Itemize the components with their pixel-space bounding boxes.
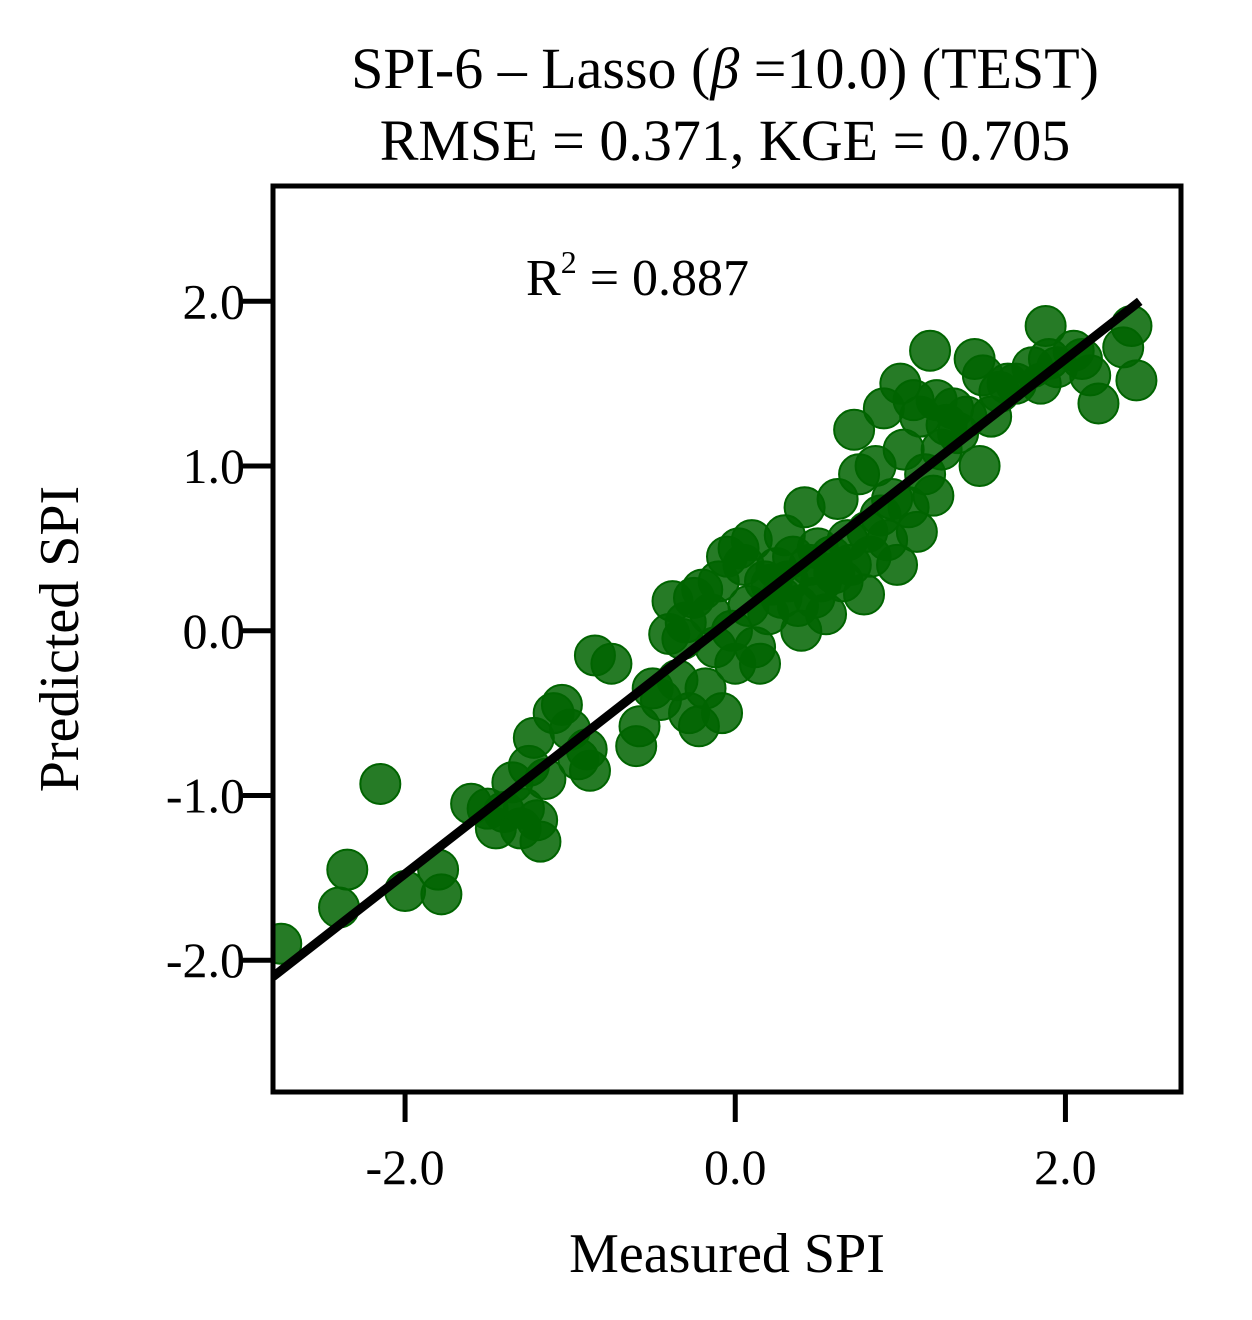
fit-line	[273, 297, 1143, 981]
x-axis-ticks: -2.0 0.0 2.0	[365, 1092, 1097, 1195]
y-tick-label: 0.0	[183, 603, 246, 659]
y-axis-ticks: -2.0 -1.0 0.0 1.0 2.0	[166, 273, 273, 988]
data-point	[420, 873, 463, 916]
title-prefix: SPI-6 – Lasso (	[351, 36, 710, 101]
title-suffix: =10.0) (TEST)	[739, 36, 1099, 101]
data-point	[843, 573, 886, 616]
r-squared-r: R	[526, 250, 561, 307]
chart-title-line1: SPI-6 – Lasso (β =10.0) (TEST)	[351, 36, 1099, 101]
data-point	[590, 642, 633, 685]
data-point	[909, 329, 952, 372]
fit-line-layer	[273, 297, 1143, 981]
y-tick-label: -1.0	[166, 767, 245, 823]
y-tick-label: -2.0	[166, 932, 245, 988]
chart-title-line2: RMSE = 0.371, KGE = 0.705	[380, 108, 1071, 173]
y-tick-label: 1.0	[183, 438, 246, 494]
data-point	[912, 474, 955, 517]
data-point	[326, 848, 369, 891]
data-point	[519, 820, 562, 863]
y-tick-label: 2.0	[183, 273, 246, 329]
plot-frame	[270, 183, 1184, 1095]
points-layer	[273, 305, 1158, 965]
data-point	[739, 642, 782, 685]
data-point	[568, 749, 611, 792]
data-point	[958, 445, 1001, 488]
x-tick-label: -2.0	[365, 1139, 444, 1195]
y-axis-label: Predicted SPI	[29, 486, 91, 792]
data-point	[895, 510, 938, 553]
data-point	[1115, 359, 1158, 402]
x-axis-label: Measured SPI	[569, 1223, 885, 1285]
data-point	[876, 543, 919, 586]
data-point	[1077, 382, 1120, 425]
x-tick-label: 0.0	[704, 1139, 767, 1195]
data-point	[701, 692, 744, 735]
title-beta-symbol: β	[709, 36, 739, 101]
r-squared-sup: 2	[561, 244, 577, 280]
x-tick-label: 2.0	[1034, 1139, 1097, 1195]
data-point	[359, 762, 402, 805]
data-point	[273, 922, 303, 965]
r-squared-value: = 0.887	[577, 250, 749, 307]
data-point	[833, 408, 876, 451]
r-squared-annotation: R2 = 0.887	[526, 244, 749, 307]
